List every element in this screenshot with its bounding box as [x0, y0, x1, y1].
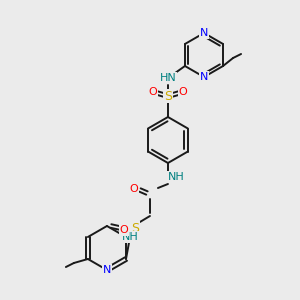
Text: NH: NH	[122, 232, 138, 242]
Text: O: O	[120, 225, 128, 235]
Text: O: O	[130, 184, 138, 194]
Text: NH: NH	[168, 172, 184, 182]
Text: N: N	[200, 72, 208, 82]
Text: N: N	[103, 265, 111, 275]
Text: S: S	[164, 89, 172, 103]
Text: S: S	[131, 221, 139, 235]
Text: O: O	[148, 87, 157, 97]
Text: HN: HN	[160, 73, 176, 83]
Text: O: O	[178, 87, 187, 97]
Text: N: N	[200, 28, 208, 38]
